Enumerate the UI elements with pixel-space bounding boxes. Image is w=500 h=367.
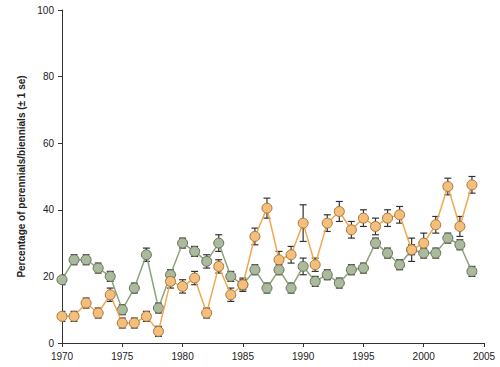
svg-text:60: 60 — [43, 138, 55, 149]
svg-text:1990: 1990 — [292, 351, 315, 362]
svg-text:2005: 2005 — [473, 351, 496, 362]
svg-text:40: 40 — [43, 204, 55, 215]
svg-text:1975: 1975 — [111, 351, 134, 362]
svg-text:2000: 2000 — [413, 351, 436, 362]
svg-text:Percentage of perennials/bienn: Percentage of perennials/biennials (± 1 … — [16, 75, 27, 277]
svg-text:1970: 1970 — [51, 351, 74, 362]
svg-text:1980: 1980 — [171, 351, 194, 362]
svg-text:0: 0 — [48, 338, 54, 349]
svg-text:20: 20 — [43, 271, 55, 282]
svg-text:100: 100 — [37, 5, 54, 16]
svg-text:1995: 1995 — [352, 351, 375, 362]
svg-text:1985: 1985 — [232, 351, 255, 362]
svg-text:80: 80 — [43, 71, 55, 82]
